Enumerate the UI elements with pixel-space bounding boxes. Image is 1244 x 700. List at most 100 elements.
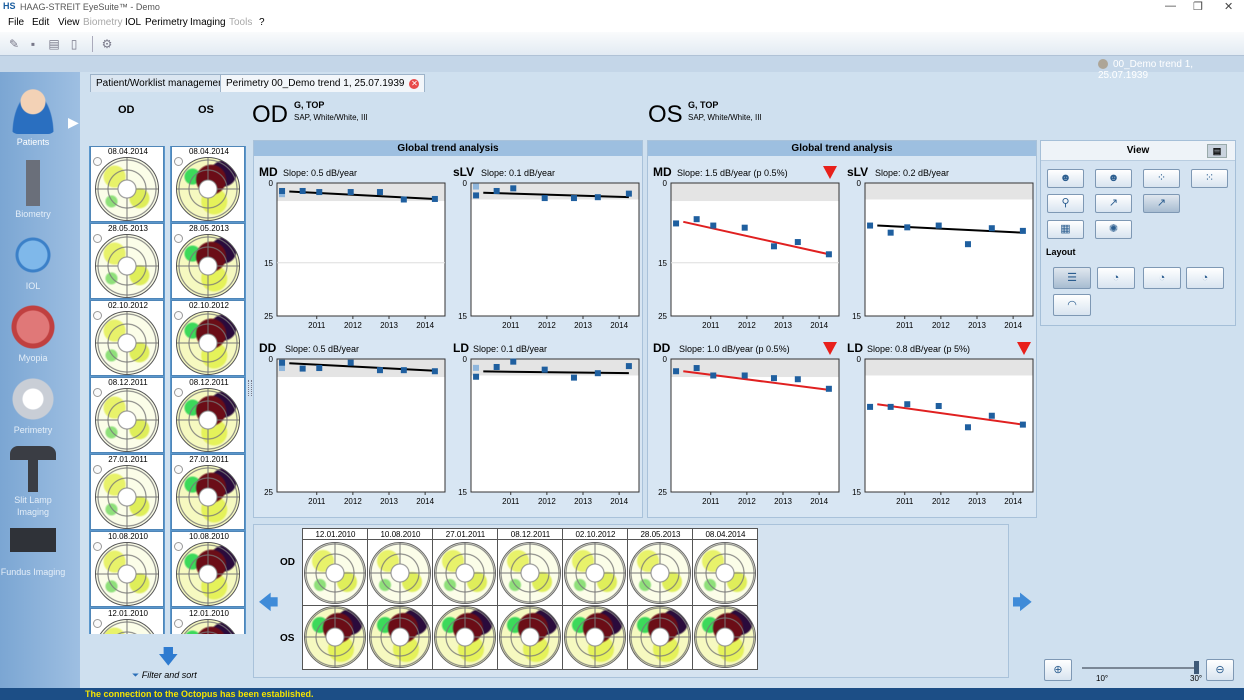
data-point[interactable] (376, 367, 383, 374)
timeline-os-field[interactable] (499, 606, 561, 668)
data-point[interactable] (570, 195, 577, 202)
close-tab-icon[interactable]: ✕ (409, 79, 420, 89)
save-icon[interactable]: ▪ (30, 37, 36, 51)
data-point[interactable] (935, 402, 942, 409)
timeline-column[interactable]: 02.10.2012 (563, 529, 628, 669)
data-point[interactable] (710, 222, 717, 229)
sidebar-item-patients[interactable]: Patients (0, 88, 66, 148)
data-point[interactable] (710, 372, 717, 379)
exam-select-icon[interactable] (174, 388, 183, 397)
timeline-column[interactable]: 08.12.2011 (498, 529, 563, 669)
data-point[interactable] (988, 225, 995, 232)
data-point[interactable] (770, 243, 777, 250)
view-series-button[interactable]: ⚲ (1047, 194, 1084, 213)
data-point[interactable] (541, 366, 548, 373)
timeline-next-icon[interactable]: 🡆 (1012, 592, 1033, 614)
timeline-os-field[interactable] (304, 606, 366, 668)
exam-thumbnail[interactable]: 10.08.2010 (171, 531, 245, 607)
data-point[interactable] (493, 187, 500, 194)
data-point[interactable] (473, 192, 480, 199)
splitter-handle[interactable] (248, 380, 252, 396)
os-slv-trend-plot[interactable]: sLV Slope: 0.2 dB/year 0 15 2011 2012 2013 2014 (843, 157, 1037, 332)
data-point[interactable] (347, 359, 354, 366)
exam-thumbnail[interactable]: 08.12.2011 (171, 377, 245, 453)
os-ld-trend-plot[interactable]: LD Slope: 0.8 dB/year (p 5%) 0 15 2011 2012 20… (843, 333, 1037, 508)
od-dd-trend-plot[interactable]: DD Slope: 0.5 dB/year 0 25 2011 2012 2013 2014 (255, 333, 449, 508)
data-point[interactable] (594, 194, 601, 201)
menu-help[interactable]: ? (259, 17, 265, 28)
timeline-column[interactable]: 27.01.2011 (433, 529, 498, 669)
data-point[interactable] (431, 368, 438, 375)
data-point[interactable] (825, 251, 832, 258)
menu-perimetry[interactable]: Perimetry (145, 17, 188, 28)
menu-tools[interactable]: Tools (229, 17, 253, 28)
sidebar-item-fundus[interactable]: Fundus Imaging (0, 518, 66, 578)
data-point[interactable] (299, 365, 306, 372)
menu-imaging[interactable]: Imaging (190, 17, 226, 28)
exam-thumbnail[interactable]: 08.12.2011 (90, 377, 164, 453)
os-md-trend-plot[interactable]: MD Slope: 1.5 dB/year (p 0.5%) 0 15 25 2011 20… (649, 157, 843, 332)
data-point[interactable] (316, 189, 323, 196)
exam-thumbnail[interactable]: 02.10.2012 (90, 300, 164, 376)
data-point[interactable] (510, 358, 517, 365)
timeline-os-field[interactable] (434, 606, 496, 668)
view-bulb-button[interactable]: ✺ (1095, 220, 1132, 239)
data-point[interactable] (794, 376, 801, 383)
timeline-od-field[interactable] (434, 542, 496, 604)
data-point[interactable] (400, 196, 407, 203)
data-point[interactable] (541, 195, 548, 202)
menu-file[interactable]: File (8, 17, 25, 28)
data-point[interactable] (825, 385, 832, 392)
sidebar-item-slit-lamp[interactable]: Slit Lamp Imaging (0, 446, 66, 518)
scroll-down-icon[interactable]: 🡇 (158, 646, 179, 668)
exam-select-icon[interactable] (93, 157, 102, 166)
data-point[interactable] (316, 365, 323, 372)
data-point[interactable] (794, 239, 801, 246)
exam-thumbnail[interactable]: 12.01.2010 (171, 608, 245, 634)
tab-perimetry[interactable]: Perimetry 00_Demo trend 1, 25.07.1939 ✕ (220, 74, 426, 92)
data-point[interactable] (867, 403, 874, 410)
exam-thumbnail[interactable]: 10.08.2010 (90, 531, 164, 607)
od-slv-trend-plot[interactable]: sLV Slope: 0.1 dB/year 0 15 2011 2012 2013 2014 (449, 157, 643, 332)
sidebar-expand-icon[interactable]: ▶ (68, 114, 79, 130)
data-point[interactable] (1019, 421, 1026, 428)
data-point[interactable] (625, 363, 632, 370)
zoom-slider[interactable] (1082, 667, 1198, 669)
timeline-os-field[interactable] (369, 606, 431, 668)
sidebar-item-perimetry[interactable]: Perimetry (0, 376, 66, 436)
timeline-column[interactable]: 08.04.2014 (693, 529, 758, 669)
menu-iol[interactable]: IOL (125, 17, 142, 28)
layout-trend-od-button[interactable]: ◔ (1143, 267, 1181, 289)
data-point[interactable] (741, 372, 748, 379)
data-point[interactable] (473, 373, 480, 380)
zoom-in-button[interactable]: ⊕ (1044, 659, 1072, 681)
data-point[interactable] (400, 367, 407, 374)
data-point[interactable] (887, 229, 894, 236)
zoom-out-button[interactable]: ⊖ (1206, 659, 1234, 681)
exam-select-icon[interactable] (174, 311, 183, 320)
timeline-od-field[interactable] (694, 542, 756, 604)
maximize-button[interactable]: ❐ (1193, 1, 1203, 13)
data-point[interactable] (693, 365, 700, 372)
timeline-od-field[interactable] (629, 542, 691, 604)
sidebar-item-iol[interactable]: IOL (0, 232, 66, 292)
sidebar-item-biometry[interactable]: Biometry (0, 160, 66, 220)
view-grid-button[interactable]: ⁘ (1143, 169, 1180, 188)
minimize-button[interactable]: — (1165, 0, 1176, 12)
layout-chart-button[interactable]: ◠ (1053, 294, 1091, 316)
layout-trend-os-button[interactable]: ◔ (1186, 267, 1224, 289)
view-global-trend-button[interactable]: ↗ (1143, 194, 1180, 213)
exam-thumbnail[interactable]: 08.04.2014 (90, 146, 164, 222)
od-md-trend-plot[interactable]: MD Slope: 0.5 dB/year 0 15 25 2011 2012 2013 201… (255, 157, 449, 332)
view-comparison-button[interactable]: ☻ (1095, 169, 1132, 188)
data-point[interactable] (988, 412, 995, 419)
timeline-column[interactable]: 12.01.2010 (303, 529, 368, 669)
view-grid-small-button[interactable]: ⁙ (1191, 169, 1228, 188)
data-point[interactable] (493, 363, 500, 370)
exam-thumbnail[interactable]: 27.01.2011 (90, 454, 164, 530)
data-point[interactable] (279, 359, 286, 366)
exam-thumbnail[interactable]: 02.10.2012 (171, 300, 245, 376)
os-dd-trend-plot[interactable]: DD Slope: 1.0 dB/year (p 0.5%) 0 25 2011 2012… (649, 333, 843, 508)
data-point[interactable] (673, 220, 680, 227)
exam-thumbnail[interactable]: 27.01.2011 (171, 454, 245, 530)
